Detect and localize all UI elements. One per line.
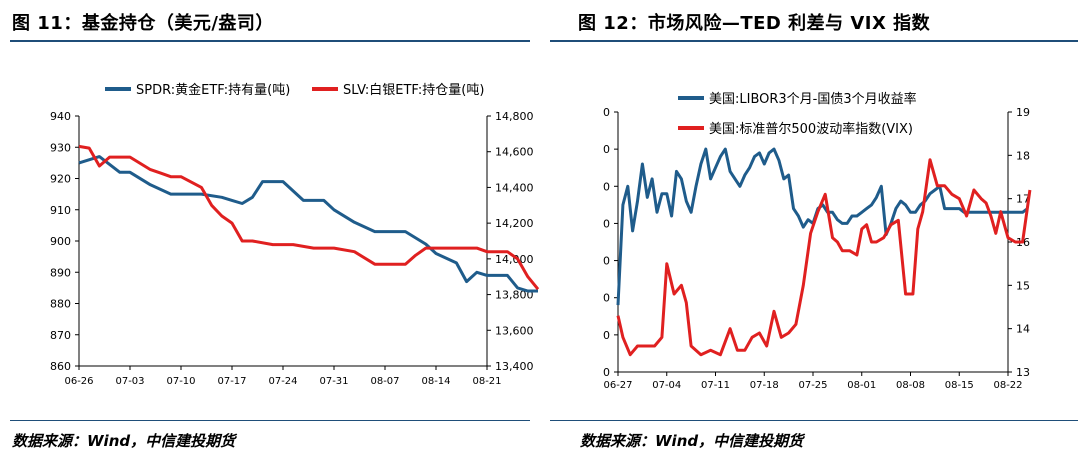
figure-11-panel: 图 11：基金持仓（美元/盎司） 940 930 920 910 900 890 880 87… <box>10 13 540 450</box>
legend-label-2: 美国:标准普尔500波动率指数(VIX) <box>709 121 913 137</box>
y-tick-label-right: 14,000 <box>495 253 534 266</box>
legend-label-1: SPDR:黄金ETF:持有量(吨) <box>136 82 290 98</box>
y-tick-label-right: 13,600 <box>495 324 534 337</box>
figure-title: 图 12：市场风险—TED 利差与 VIX 指数 <box>578 13 931 34</box>
legend-label-2: SLV:白银ETF:持仓量(吨) <box>343 82 484 98</box>
y-tick-label-right: 13 <box>1016 366 1030 379</box>
y-tick-label-right: 19 <box>1016 106 1030 119</box>
y-tick-label-left: 920 <box>50 173 71 186</box>
data-source: 数据来源：Wind，中信建投期货 <box>12 432 236 450</box>
figure-title: 图 11：基金持仓（美元/盎司） <box>12 13 274 34</box>
legend-label-1: 美国:LIBOR3个月-国债3个月收益率 <box>709 91 917 107</box>
x-tick-label: 08-15 <box>945 380 974 391</box>
x-tick-label: 07-18 <box>750 380 779 391</box>
y-tick-label-right: 13,400 <box>495 360 534 373</box>
y-tick-label-left: 0 <box>603 143 610 156</box>
x-tick-label: 06-27 <box>603 380 632 391</box>
y-tick-label-left: 0 <box>603 180 610 193</box>
series-line-2 <box>616 158 1032 357</box>
y-tick-label-right: 13,800 <box>495 289 534 302</box>
y-tick-label-right: 17 <box>1016 193 1030 206</box>
y-tick-label-left: 900 <box>50 235 71 248</box>
y-tick-label-left: 0 <box>603 255 610 268</box>
x-tick-label: 06-26 <box>64 376 93 387</box>
x-tick-label: 08-01 <box>847 380 876 391</box>
y-tick-label-right: 14,600 <box>495 146 534 159</box>
series-line-1 <box>78 155 538 293</box>
y-tick-label-left: 870 <box>50 329 71 342</box>
x-tick-label: 07-31 <box>319 376 348 387</box>
x-tick-label: 08-14 <box>421 376 450 387</box>
x-tick-label: 07-11 <box>701 380 730 391</box>
y-tick-label-left: 910 <box>50 204 71 217</box>
x-tick-label: 07-03 <box>115 376 144 387</box>
y-tick-label-right: 15 <box>1016 279 1030 292</box>
y-tick-label-right: 18 <box>1016 149 1030 162</box>
y-tick-label-left: 0 <box>603 366 610 379</box>
title-divider <box>10 40 530 42</box>
y-tick-label-right: 14,200 <box>495 217 534 230</box>
y-tick-label-right: 14 <box>1016 323 1030 336</box>
y-tick-label-left: 0 <box>603 217 610 230</box>
x-tick-label: 08-08 <box>896 380 925 391</box>
y-tick-label-left: 880 <box>50 298 71 311</box>
y-tick-label-left: 860 <box>50 360 71 373</box>
y-tick-label-right: 14,400 <box>495 181 534 194</box>
data-source: 数据来源：Wind，中信建投期货 <box>580 432 804 450</box>
series-line-2 <box>78 144 540 291</box>
y-tick-label-left: 930 <box>50 141 71 154</box>
source-divider <box>550 420 1078 421</box>
x-tick-label: 07-04 <box>652 380 681 391</box>
y-tick-label-right: 14,800 <box>495 110 534 123</box>
y-tick-label-left: 0 <box>603 292 610 305</box>
source-divider <box>10 420 530 421</box>
y-tick-label-left: 0 <box>603 106 610 119</box>
y-tick-label-left: 890 <box>50 266 71 279</box>
y-tick-label-left: 0 <box>603 329 610 342</box>
series-line-1 <box>616 147 1029 306</box>
fund-holdings-chart: 940 930 920 910 900 890 880 870 860 14,800 14,600 1… <box>50 82 540 387</box>
x-tick-label: 07-17 <box>217 376 246 387</box>
x-tick-label: 08-21 <box>472 376 501 387</box>
x-tick-label: 07-24 <box>268 376 297 387</box>
title-divider <box>550 40 1078 42</box>
x-tick-label: 08-22 <box>993 380 1022 391</box>
y-tick-label-left: 940 <box>50 110 71 123</box>
x-tick-label: 07-25 <box>798 380 827 391</box>
x-tick-label: 08-07 <box>370 376 399 387</box>
x-tick-label: 07-10 <box>166 376 195 387</box>
figure-12-panel: 图 12：市场风险—TED 利差与 VIX 指数 0 0 0 0 0 0 0 0 19 18 17 1… <box>540 0 1080 459</box>
